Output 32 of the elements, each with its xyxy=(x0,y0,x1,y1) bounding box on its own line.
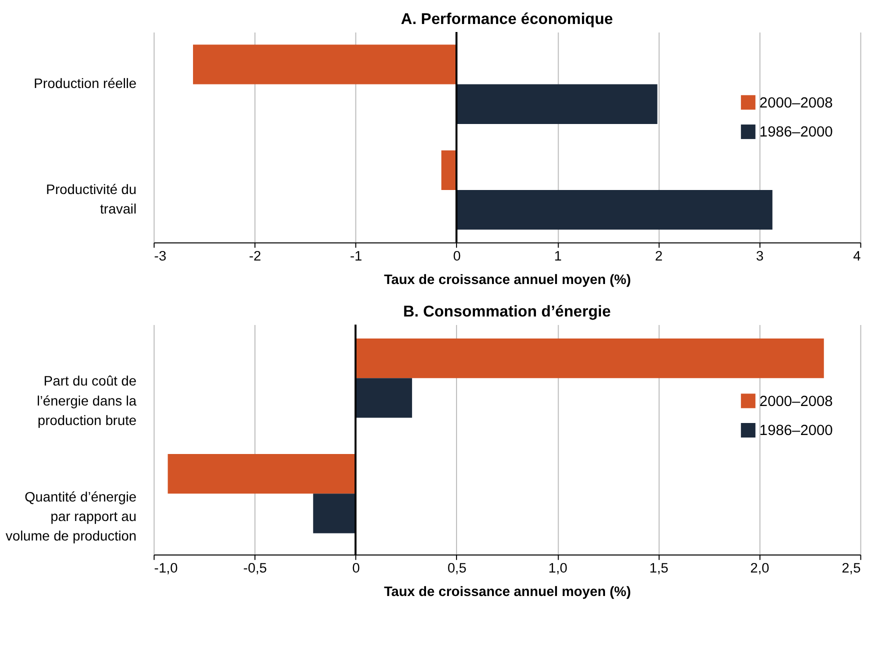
y-tick-label: Part du coût de l’énergie dans la production brute xyxy=(36,374,137,428)
chart-title: B. Consommation d’énergie xyxy=(403,304,612,321)
x-tick-label: -1,0 xyxy=(154,560,178,576)
bar xyxy=(193,44,456,84)
x-axis-title: Taux de croissance annuel moyen (%) xyxy=(384,584,631,600)
y-tick-label: Production réelle xyxy=(34,76,137,92)
x-tick-label: 1,5 xyxy=(649,560,669,576)
x-tick-label: 1,0 xyxy=(548,560,568,576)
y-tick-label: Quantité d’énergie par rapport au volume de production xyxy=(6,489,137,544)
x-tick-label: 0 xyxy=(453,248,462,264)
x-tick-label: 3 xyxy=(756,248,764,264)
bar xyxy=(441,150,456,190)
x-tick-label: -1 xyxy=(350,248,362,264)
x-tick-label: -2 xyxy=(248,248,262,264)
legend-label: 2000–2008 xyxy=(759,95,833,112)
bar xyxy=(456,190,772,230)
x-tick-label: 2,5 xyxy=(842,560,862,576)
y-tick-label: Productivité du travail xyxy=(46,182,137,217)
chart-title: A. Performance économique xyxy=(400,11,614,28)
bar xyxy=(456,84,658,124)
legend-label: 2000–2008 xyxy=(759,394,833,410)
x-tick-label: 0,5 xyxy=(447,560,467,576)
legend-label: 1986–2000 xyxy=(759,124,833,141)
x-tick-label: 4 xyxy=(853,248,862,264)
x-tick-label: 2,0 xyxy=(750,560,770,576)
x-axis-title: Taux de croissance annuel moyen (%) xyxy=(384,272,631,287)
legend-label: 1986–2000 xyxy=(759,423,833,440)
x-tick-label: 0 xyxy=(352,560,360,576)
x-tick-label: 1 xyxy=(554,248,562,264)
x-tick-label: 2 xyxy=(655,248,663,264)
x-tick-label: -3 xyxy=(154,248,167,264)
x-tick-label: -0,5 xyxy=(243,560,268,576)
